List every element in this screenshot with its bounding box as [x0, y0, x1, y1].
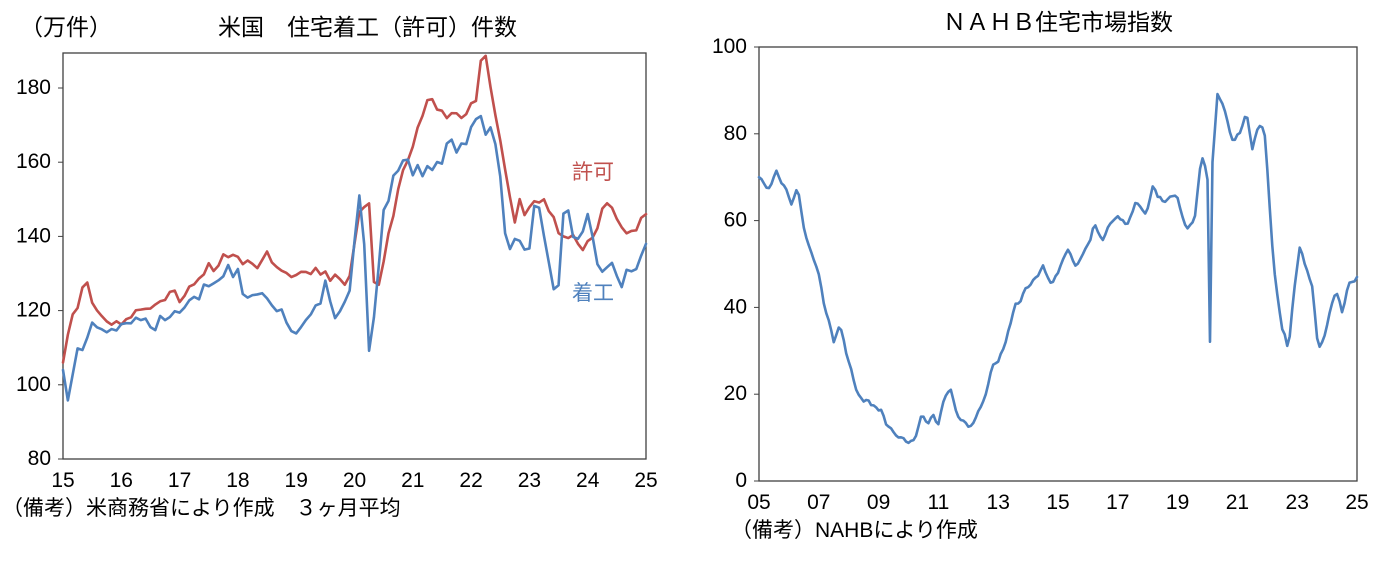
svg-text:120: 120	[16, 299, 51, 322]
svg-text:ＮＡＨＢ住宅市場指数: ＮＡＨＢ住宅市場指数	[943, 9, 1173, 35]
svg-text:（万件）: （万件）	[20, 14, 112, 40]
svg-text:80: 80	[28, 447, 51, 470]
svg-text:09: 09	[867, 491, 890, 514]
svg-text:100: 100	[712, 35, 747, 58]
svg-text:40: 40	[724, 295, 747, 318]
svg-text:着工: 着工	[572, 282, 614, 305]
svg-text:17: 17	[168, 469, 191, 492]
svg-text:（備考）米商務省により作成 ３ヶ月平均: （備考）米商務省により作成 ３ヶ月平均	[2, 497, 401, 520]
svg-text:18: 18	[226, 469, 249, 492]
svg-text:（備考）NAHBにより作成: （備考）NAHBにより作成	[731, 519, 978, 542]
svg-text:23: 23	[1286, 491, 1309, 514]
svg-text:100: 100	[16, 373, 51, 396]
svg-text:11: 11	[927, 491, 949, 514]
svg-text:17: 17	[1106, 491, 1129, 514]
svg-text:16: 16	[110, 469, 133, 492]
svg-text:15: 15	[51, 469, 74, 492]
svg-text:25: 25	[1345, 491, 1368, 514]
svg-text:許可: 許可	[572, 161, 614, 184]
svg-text:07: 07	[807, 491, 830, 514]
svg-text:19: 19	[285, 469, 308, 492]
svg-text:0: 0	[735, 469, 747, 492]
svg-text:19: 19	[1166, 491, 1189, 514]
svg-text:23: 23	[518, 469, 541, 492]
svg-text:05: 05	[747, 491, 770, 514]
svg-text:180: 180	[16, 76, 51, 99]
svg-text:20: 20	[343, 469, 366, 492]
svg-text:21: 21	[1226, 491, 1249, 514]
svg-text:21: 21	[401, 469, 424, 492]
svg-text:20: 20	[724, 382, 747, 405]
svg-text:60: 60	[724, 209, 747, 232]
svg-text:140: 140	[16, 224, 51, 247]
svg-text:160: 160	[16, 150, 51, 173]
svg-text:22: 22	[459, 469, 482, 492]
svg-text:13: 13	[987, 491, 1010, 514]
svg-text:15: 15	[1046, 491, 1069, 514]
svg-text:米国 住宅着工（許可）件数: 米国 住宅着工（許可）件数	[218, 14, 517, 40]
svg-text:80: 80	[724, 122, 747, 145]
svg-text:25: 25	[634, 469, 657, 492]
svg-text:24: 24	[576, 469, 600, 492]
